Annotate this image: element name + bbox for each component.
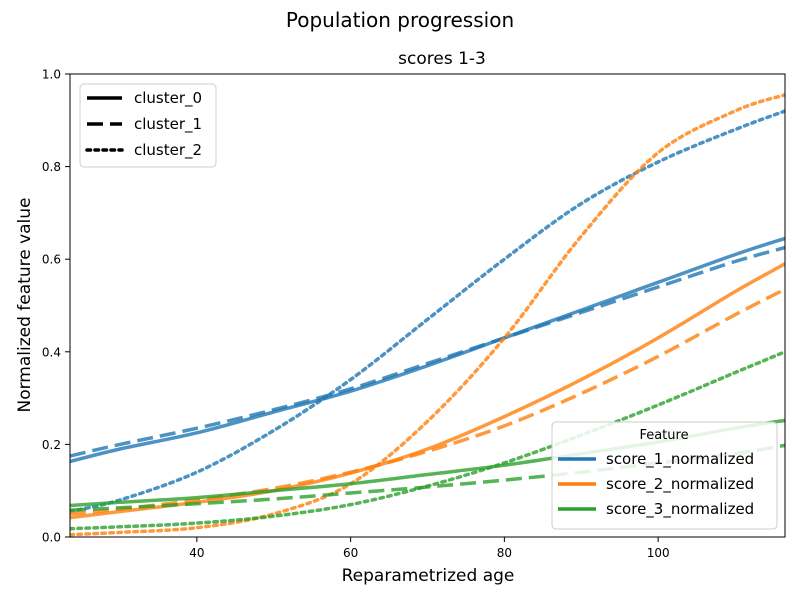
chart-suptitle: Population progression [286, 8, 514, 32]
y-axis: 0.0 0.2 0.4 0.6 0.8 1.0 [42, 68, 70, 545]
x-axis: 40 60 80 100 [189, 537, 670, 560]
plot-area: 40 60 80 100 0.0 0.2 0.4 0.6 0.8 1.0 [42, 68, 786, 560]
chart-title: scores 1-3 [398, 49, 486, 69]
legend-label-cluster_2: cluster_2 [134, 141, 202, 160]
series-line-score_2_normalized-cluster_1 [70, 287, 785, 516]
series-line-score_1_normalized-cluster_0 [70, 236, 785, 464]
y-tick-label: 0.2 [42, 438, 61, 452]
y-axis-label: Normalized feature value [15, 197, 35, 412]
legend-label-score_3_normalized: score_3_normalized [606, 500, 754, 519]
cluster-legend: cluster_0 cluster_1 cluster_2 [79, 83, 217, 168]
legend-label-score_2_normalized: score_2_normalized [606, 475, 754, 494]
legend-label-cluster_1: cluster_1 [134, 115, 202, 134]
x-tick-label: 60 [343, 546, 358, 560]
series-line-score_3_normalized-cluster_2 [70, 350, 785, 531]
x-tick-label: 100 [647, 546, 670, 560]
feature-legend-title: Feature [639, 428, 688, 443]
y-tick-label: 0.8 [42, 160, 61, 174]
series-line-score_1_normalized-cluster_2 [70, 109, 785, 514]
x-axis-label: Reparametrized age [342, 566, 515, 586]
y-tick-label: 0.4 [42, 345, 61, 359]
series-line-score_2_normalized-cluster_2 [70, 93, 785, 537]
plot-frame [69, 73, 786, 538]
x-tick-label: 80 [497, 546, 512, 560]
legend-label-score_1_normalized: score_1_normalized [606, 450, 754, 469]
y-tick-label: 0.0 [42, 531, 61, 545]
x-tick-label: 40 [189, 546, 204, 560]
y-tick-label: 1.0 [42, 68, 61, 82]
y-tick-label: 0.6 [42, 253, 61, 267]
legend-label-cluster_0: cluster_0 [134, 89, 202, 108]
feature-legend: Feature score_1_normalized score_2_normal… [551, 421, 778, 530]
series-line-score_1_normalized-cluster_1 [70, 245, 785, 458]
